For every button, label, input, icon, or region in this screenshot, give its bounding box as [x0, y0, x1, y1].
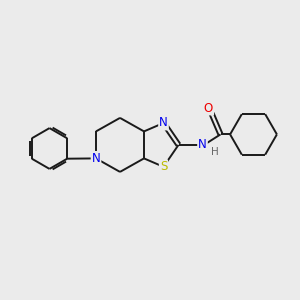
Text: N: N	[198, 138, 207, 151]
Text: S: S	[160, 160, 167, 173]
Text: O: O	[204, 101, 213, 115]
Text: N: N	[92, 152, 100, 165]
Text: N: N	[159, 116, 168, 130]
Text: H: H	[211, 147, 218, 158]
